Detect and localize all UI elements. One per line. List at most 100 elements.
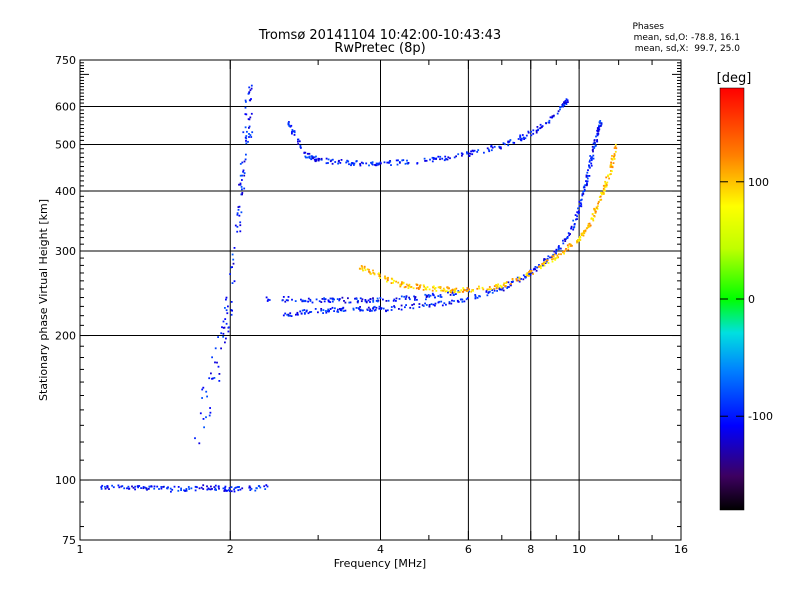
echo-point bbox=[551, 115, 554, 118]
echo-point bbox=[401, 159, 404, 162]
echo-point bbox=[293, 134, 296, 136]
echo-point bbox=[385, 309, 387, 312]
echo-point bbox=[106, 485, 109, 487]
echo-point bbox=[230, 490, 233, 493]
echo-point bbox=[362, 269, 364, 272]
x-tick-label-2: 2 bbox=[227, 543, 234, 556]
echo-point bbox=[457, 290, 460, 292]
echo-point bbox=[452, 294, 455, 296]
echo-point bbox=[451, 289, 454, 291]
echo-point bbox=[428, 288, 431, 291]
echo-point bbox=[233, 247, 236, 249]
echo-point bbox=[596, 207, 598, 209]
echo-point bbox=[597, 202, 599, 205]
echo-point bbox=[502, 284, 505, 286]
echo-point bbox=[241, 192, 244, 194]
echo-point bbox=[343, 300, 345, 302]
echo-point bbox=[527, 130, 530, 133]
echo-point bbox=[402, 282, 405, 285]
echo-point bbox=[323, 298, 326, 300]
echo-point bbox=[249, 99, 252, 102]
echo-point bbox=[485, 291, 488, 293]
echo-point bbox=[287, 313, 290, 316]
echo-point bbox=[530, 270, 533, 272]
echo-point bbox=[563, 252, 565, 255]
echo-point bbox=[521, 134, 524, 136]
echo-point bbox=[408, 285, 411, 288]
echo-point bbox=[239, 221, 242, 224]
echo-point bbox=[338, 298, 341, 300]
echo-point bbox=[526, 274, 528, 277]
echo-point bbox=[528, 271, 530, 273]
echo-point bbox=[342, 310, 345, 312]
echo-point bbox=[518, 276, 521, 279]
echo-point bbox=[565, 103, 568, 105]
echo-point bbox=[502, 289, 505, 292]
echo-point bbox=[324, 298, 327, 300]
echo-point bbox=[557, 110, 560, 113]
echo-point bbox=[340, 159, 343, 161]
echo-point bbox=[560, 253, 562, 256]
echo-point bbox=[299, 310, 302, 313]
echo-point bbox=[226, 312, 229, 315]
echo-point bbox=[525, 134, 528, 137]
echo-point bbox=[158, 488, 160, 490]
echo-point bbox=[304, 155, 307, 158]
echo-point bbox=[488, 286, 491, 288]
echo-point bbox=[604, 189, 606, 192]
echo-point bbox=[602, 184, 605, 187]
echo-point bbox=[306, 152, 309, 155]
echo-point bbox=[597, 200, 600, 203]
echo-point bbox=[331, 306, 334, 309]
echo-point bbox=[210, 485, 212, 488]
echo-point bbox=[597, 132, 600, 135]
echo-point bbox=[557, 248, 560, 251]
echo-point bbox=[309, 300, 312, 302]
echo-point bbox=[171, 488, 174, 491]
echo-point bbox=[507, 141, 510, 144]
echo-point bbox=[502, 142, 505, 145]
echo-point bbox=[292, 130, 294, 133]
echo-point bbox=[239, 182, 242, 185]
echo-point bbox=[582, 191, 584, 193]
echo-point bbox=[366, 268, 369, 271]
echo-point bbox=[372, 307, 374, 310]
echo-point bbox=[242, 170, 244, 173]
echo-point bbox=[518, 279, 521, 282]
echo-point bbox=[297, 143, 300, 145]
echo-point bbox=[112, 486, 115, 489]
echo-point bbox=[598, 128, 601, 131]
echo-point bbox=[376, 297, 379, 300]
echo-point bbox=[570, 225, 573, 228]
echo-point bbox=[418, 303, 421, 305]
echo-point bbox=[542, 261, 545, 264]
echo-point bbox=[363, 265, 366, 268]
echo-point bbox=[214, 347, 217, 350]
echo-point bbox=[597, 127, 599, 129]
echo-point bbox=[250, 98, 252, 100]
echo-point bbox=[488, 150, 491, 153]
x-tick-label-4: 4 bbox=[377, 543, 384, 556]
echo-point bbox=[136, 485, 139, 487]
echo-point bbox=[519, 138, 522, 141]
echo-point bbox=[140, 487, 142, 489]
echo-point bbox=[304, 300, 307, 303]
echo-point bbox=[177, 489, 180, 492]
echo-point bbox=[524, 137, 527, 140]
echo-point bbox=[454, 289, 456, 291]
echo-point bbox=[359, 297, 362, 300]
x-tick-label-10: 10 bbox=[572, 543, 586, 556]
echo-point bbox=[579, 202, 582, 205]
echo-point bbox=[567, 232, 570, 234]
echo-point bbox=[349, 301, 352, 304]
echo-point bbox=[406, 159, 408, 162]
echo-point bbox=[500, 147, 502, 150]
echo-point bbox=[245, 113, 248, 116]
echo-point bbox=[432, 158, 435, 160]
echo-point bbox=[400, 304, 403, 307]
y-tick-label-100: 100 bbox=[55, 474, 76, 487]
echo-point bbox=[266, 485, 269, 488]
echo-point bbox=[544, 261, 547, 263]
echo-point bbox=[466, 297, 469, 299]
echo-point bbox=[312, 157, 314, 159]
